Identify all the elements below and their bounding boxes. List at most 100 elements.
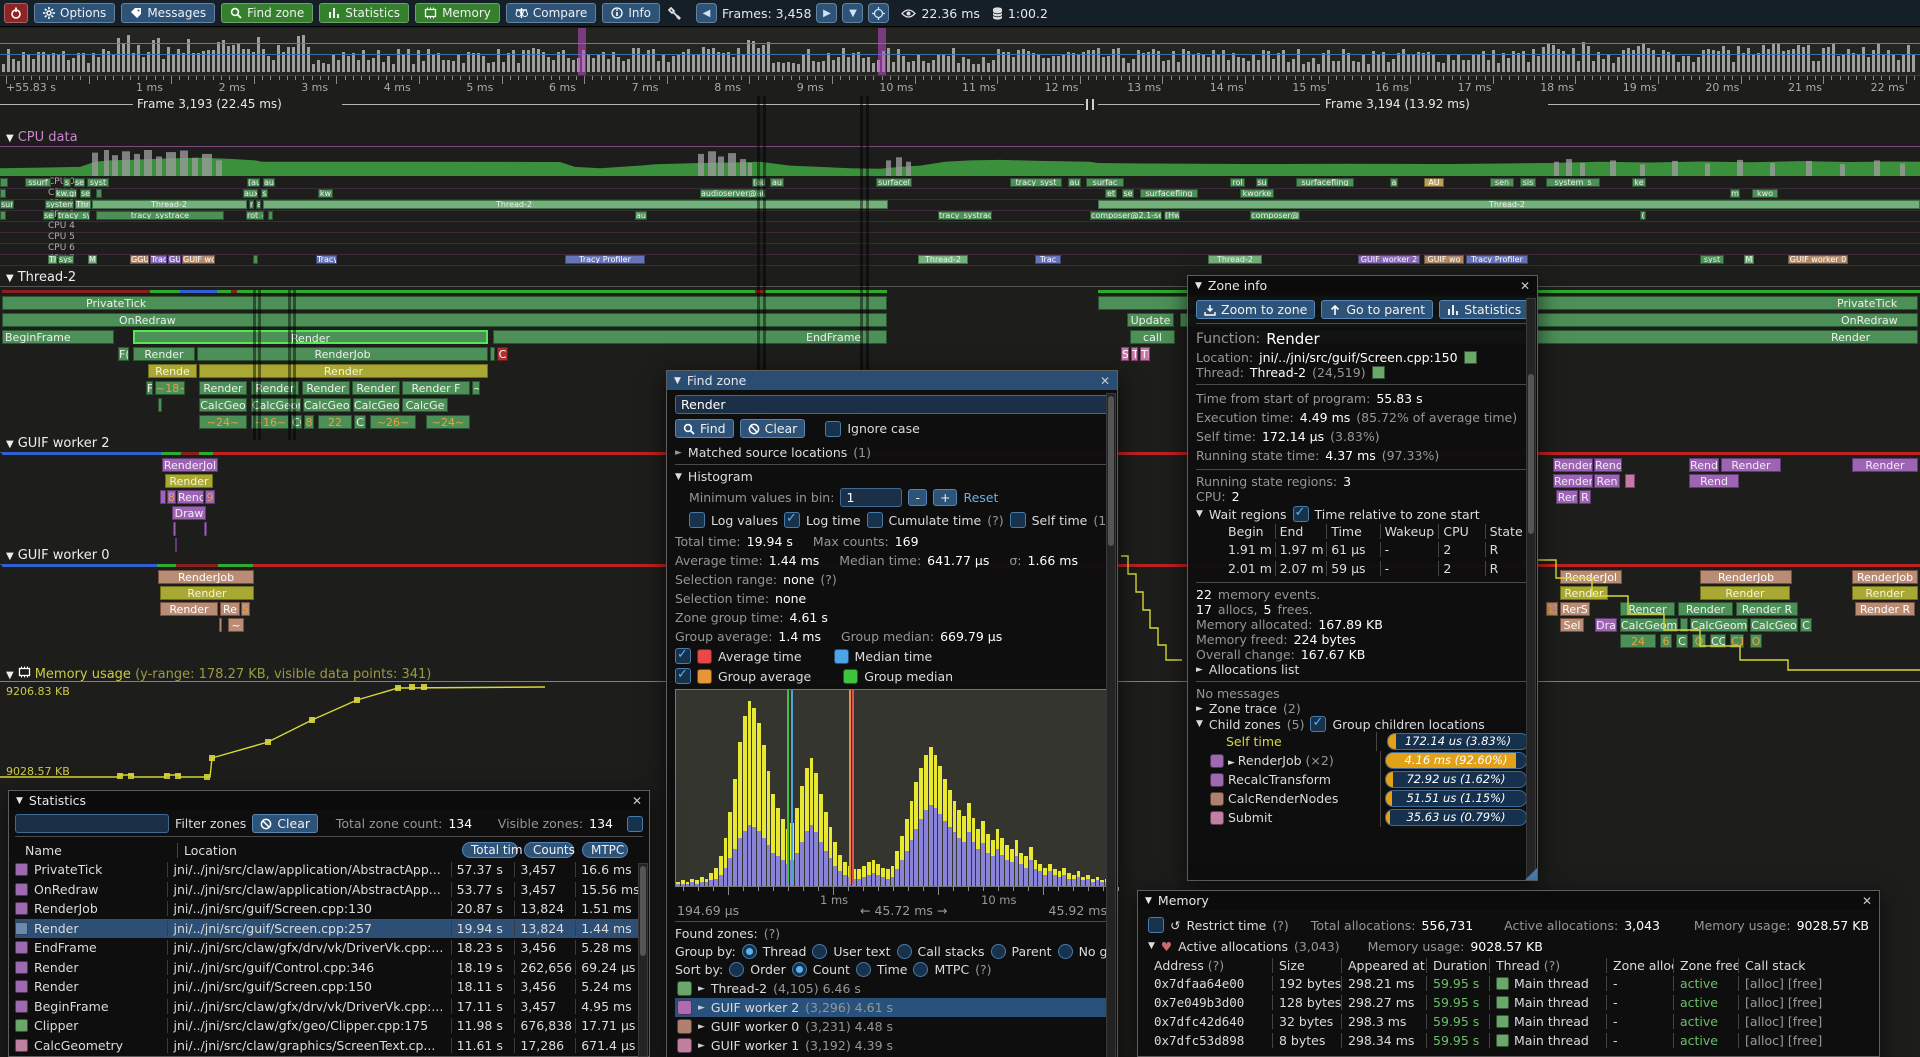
- zone[interactable]: Rend: [1689, 474, 1739, 488]
- zone[interactable]: ~16~: [251, 415, 289, 429]
- zone[interactable]: 22: [318, 415, 352, 429]
- table-row[interactable]: Render jni/../jni/src/guif/Control.cpp:34…: [15, 958, 643, 978]
- cpu-zone[interactable]: se: [1122, 189, 1134, 198]
- cpu-zone[interactable]: GUIF worker 2: [1358, 255, 1420, 264]
- legend-checkbox[interactable]: [675, 667, 691, 684]
- zone[interactable]: CalcGeo: [1750, 618, 1798, 632]
- zone[interactable]: OnRedraw: [2, 313, 887, 327]
- allocation-row[interactable]: 0x7e049b3d00 128 bytes 298.27 ms 59.95 s Mai…: [1148, 993, 1869, 1012]
- cpu-zone[interactable]: system se: [45, 200, 74, 209]
- memory-column[interactable]: Zone free: [1673, 957, 1738, 973]
- zone[interactable]: Render: [1678, 602, 1733, 616]
- cpu-zone[interactable]: m: [249, 200, 254, 209]
- cpu-zone[interactable]: rot_d: [246, 211, 264, 220]
- expand-icon[interactable]: ►: [1196, 703, 1203, 714]
- info-button[interactable]: Info: [602, 3, 661, 23]
- zone[interactable]: [1680, 618, 1688, 632]
- cpu-zone[interactable]: sysk: [58, 255, 74, 264]
- call-stack[interactable]: [alloc] [free]: [1738, 976, 1865, 991]
- zone[interactable]: Render: [1721, 458, 1781, 472]
- zone[interactable]: 24: [1620, 634, 1656, 648]
- cpu-zone[interactable]: GUIF wo: [1424, 255, 1464, 264]
- help-icon[interactable]: (?): [1272, 917, 1289, 933]
- zone[interactable]: CC: [1710, 634, 1726, 648]
- zone[interactable]: CalcGe: [402, 398, 448, 412]
- table-row[interactable]: Render jni/../jni/src/guif/Screen.cpp:150…: [15, 977, 643, 997]
- cpu-zone[interactable]: Thread-2: [1208, 255, 1262, 264]
- memory-titlebar[interactable]: ▼ Memory ✕: [1138, 891, 1879, 910]
- zone[interactable]: Render: [199, 381, 247, 395]
- zone[interactable]: O: [1750, 634, 1762, 648]
- power-button[interactable]: [4, 3, 28, 23]
- zone[interactable]: [175, 538, 177, 552]
- cpu-zone[interactable]: se: [74, 178, 85, 187]
- found-zone-group[interactable]: ► GUIF worker 1 (3,192) 4.39 s: [675, 1036, 1109, 1055]
- cpu-zone[interactable]: Trac: [1035, 255, 1061, 264]
- cpu-zone[interactable]: [253, 255, 258, 264]
- group-children-checkbox[interactable]: [1310, 716, 1327, 732]
- zone[interactable]: 17: [1546, 602, 1558, 616]
- cpu-zone[interactable]: M: [88, 255, 97, 264]
- wait-column[interactable]: End: [1274, 523, 1327, 539]
- cpu-zone[interactable]: GGUIF: [130, 255, 149, 264]
- zone[interactable]: PrivateTick: [2, 296, 887, 310]
- zone[interactable]: C1: [1730, 634, 1744, 648]
- help-icon[interactable]: (?): [987, 512, 1004, 528]
- zone[interactable]: F: [146, 381, 153, 395]
- zone[interactable]: RenderJ: [1553, 458, 1593, 472]
- sort-by-radio[interactable]: [855, 962, 871, 977]
- search-input[interactable]: Render: [675, 395, 1111, 414]
- zone[interactable]: Render: [302, 381, 350, 395]
- zone[interactable]: Render: [1560, 586, 1608, 600]
- cpu-zone[interactable]: s: [63, 178, 71, 187]
- cpu-zone[interactable]: tracy_sysi: [57, 211, 90, 220]
- close-icon[interactable]: ✕: [1519, 278, 1530, 293]
- zone[interactable]: 6: [1660, 634, 1672, 648]
- found-zone-group[interactable]: ► GUIF worker 2 (3,296) 4.61 s: [675, 998, 1109, 1017]
- child-zone-name[interactable]: ► RenderJob (×2): [1228, 753, 1334, 768]
- zone[interactable]: Render: [1852, 458, 1918, 472]
- zone[interactable]: Sel: [1560, 618, 1584, 632]
- memory-column[interactable]: Size: [1272, 957, 1341, 973]
- zone[interactable]: Draw: [172, 506, 206, 520]
- column-counts[interactable]: Counts: [524, 842, 575, 858]
- tools-button[interactable]: [666, 3, 684, 23]
- memory-column[interactable]: Zone alloc: [1606, 957, 1673, 973]
- memory-column[interactable]: Address (?): [1154, 957, 1225, 973]
- zone[interactable]: Render: [1700, 586, 1790, 600]
- column-total-time[interactable]: Total tim: [462, 842, 523, 858]
- zone[interactable]: RenderJol: [1560, 570, 1622, 584]
- table-row[interactable]: PrivateTick jni/../jni/src/claw/applicati…: [15, 860, 643, 880]
- zone[interactable]: Ren: [1594, 474, 1620, 488]
- expand-icon[interactable]: ►: [1196, 664, 1203, 675]
- sort-by-radio[interactable]: [913, 962, 929, 977]
- expand-icon[interactable]: ►: [698, 983, 705, 994]
- relative-time-checkbox[interactable]: [1292, 506, 1309, 522]
- cpu-zone[interactable]: au: [263, 178, 275, 187]
- cpu-zone[interactable]: syst: [1700, 255, 1724, 264]
- cpu-zone[interactable]: (: [1640, 211, 1646, 220]
- frame-row[interactable]: Frame 3,193 (22.45 ms) Frame 3,194 (13.92…: [0, 96, 1920, 112]
- cpu-zone[interactable]: Thread-2: [1098, 200, 1920, 209]
- focus-frame-button[interactable]: [868, 3, 890, 23]
- cpu-zone[interactable]: M: [1744, 255, 1754, 264]
- cpu-zone[interactable]: system_s: [1546, 178, 1600, 187]
- compare-button[interactable]: Compare: [505, 3, 597, 23]
- collapse-icon[interactable]: ▼: [1195, 280, 1202, 291]
- zone[interactable]: C: [1800, 618, 1812, 632]
- allocation-row[interactable]: 0x7dfc53d898 8 bytes 298.34 ms 59.95 s Main …: [1148, 1031, 1869, 1050]
- allocation-row[interactable]: 0x7dfc42d640 32 bytes 298.3 ms 59.95 s Main …: [1148, 1012, 1869, 1031]
- collapse-icon[interactable]: ▼: [1148, 941, 1155, 951]
- options-button[interactable]: Options: [34, 3, 116, 23]
- zone[interactable]: O: [1692, 634, 1706, 648]
- cpu-zone[interactable]: syst: [87, 178, 109, 187]
- found-zone-group[interactable]: ► GUIF worker 0 (3,231) 4.48 s: [675, 1017, 1109, 1036]
- zone[interactable]: ~26~: [370, 415, 416, 429]
- cpu-zone[interactable]: composer@2.1-se: [1090, 211, 1162, 220]
- child-zone-row[interactable]: CalcRenderNodes 51.51 us (1.15%): [1196, 789, 1529, 808]
- thread-color-swatch[interactable]: [1371, 366, 1385, 379]
- scrollbar[interactable]: [1526, 298, 1536, 878]
- zone[interactable]: Dra: [1595, 618, 1617, 632]
- zone[interactable]: RerS: [1560, 602, 1590, 616]
- child-zones-label[interactable]: Child zones: [1208, 716, 1281, 732]
